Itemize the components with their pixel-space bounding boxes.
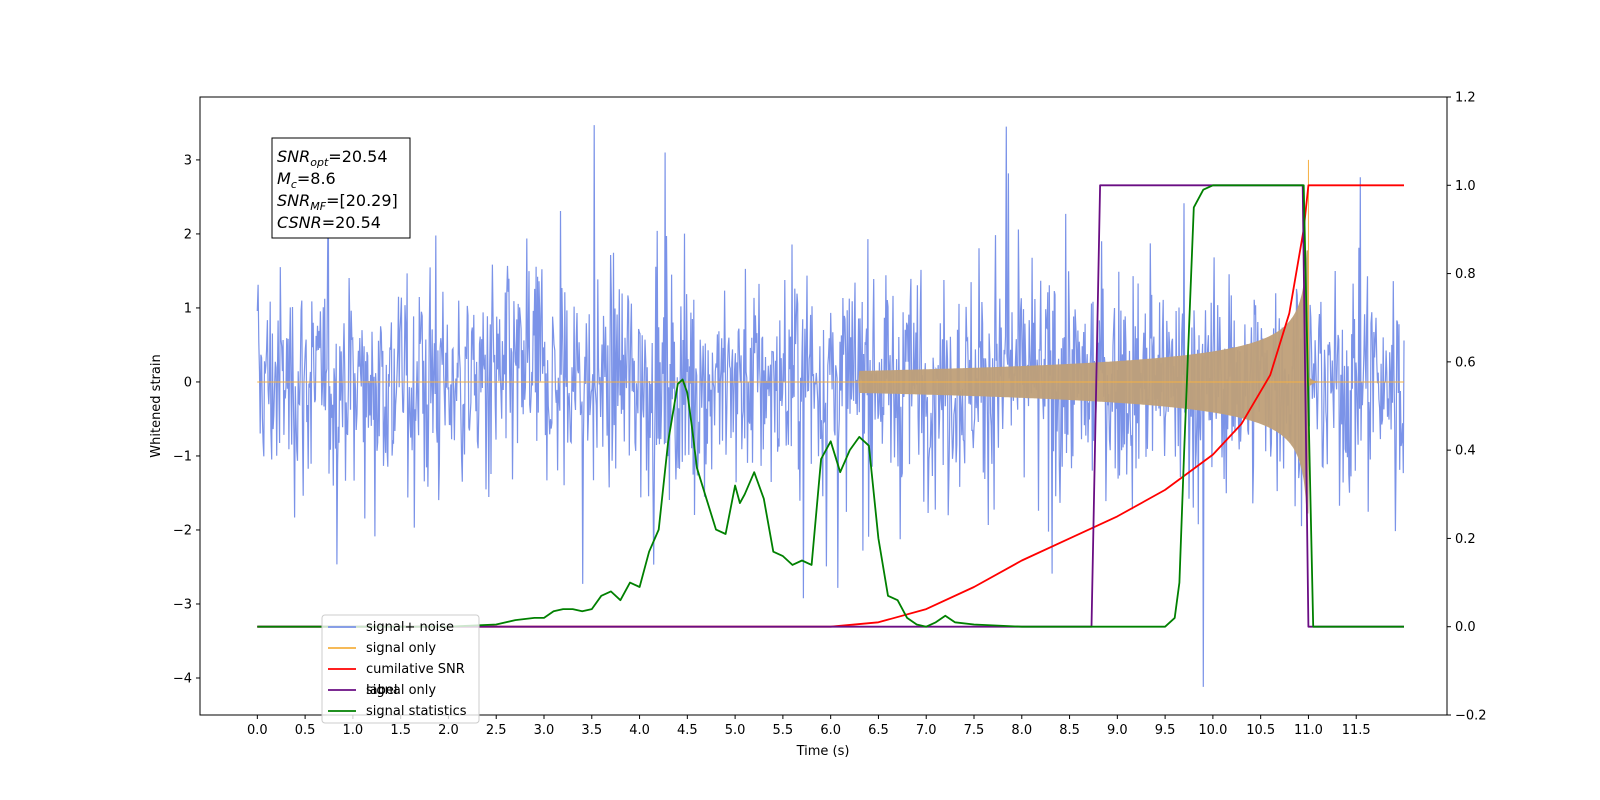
- x-tick-label: 11.0: [1294, 723, 1323, 738]
- y-tick-label: −4: [173, 671, 192, 686]
- y2-tick-label: 1.2: [1455, 91, 1476, 106]
- x-tick-label: 11.5: [1342, 723, 1371, 738]
- y-tick-label: 0: [184, 375, 192, 390]
- y2-tick-label: 0.8: [1455, 267, 1476, 282]
- x-tick-label: 6.0: [820, 723, 841, 738]
- plot-frame: [199, 96, 1448, 716]
- series-signal-statistics-line: [257, 184, 1404, 628]
- x-tick-label: 3.5: [581, 723, 602, 738]
- x-tick-label: 1.0: [343, 723, 364, 738]
- y2-tick-label: −0.2: [1455, 709, 1487, 724]
- annotation-box-frame: [271, 137, 411, 239]
- y-tick-label: −3: [173, 597, 192, 612]
- annotation-line: Mc=8.6: [277, 169, 336, 191]
- legend-label: signal statistics: [366, 704, 467, 719]
- x-tick-label: 10.5: [1246, 723, 1275, 738]
- legend-frame: [321, 614, 480, 724]
- annotation-line: SNRopt=20.54: [277, 147, 388, 169]
- y-tick-label: 1: [184, 301, 192, 316]
- legend-label: signal only: [366, 641, 436, 656]
- annotation-line: CSNR=20.54: [277, 213, 381, 232]
- x-tick-label: 2.0: [438, 723, 459, 738]
- x-tick-label: 9.0: [1107, 723, 1128, 738]
- x-tick-label: 4.5: [677, 723, 698, 738]
- x-tick-label: 6.5: [868, 723, 889, 738]
- x-tick-label: 10.0: [1198, 723, 1227, 738]
- x-tick-label: 8.0: [1011, 723, 1032, 738]
- y2-tick-label: 0.0: [1455, 620, 1476, 635]
- x-tick-label: 8.5: [1059, 723, 1080, 738]
- y-tick-label: 2: [184, 227, 192, 242]
- y2-tick-label: 0.2: [1455, 532, 1476, 547]
- y2-tick-label: 0.6: [1455, 355, 1476, 370]
- x-tick-label: 5.5: [773, 723, 794, 738]
- legend-label: label: [366, 683, 397, 698]
- y-tick-label: 3: [184, 153, 192, 168]
- x-tick-label: 0.5: [295, 723, 316, 738]
- legend-label: signal+ noise: [366, 620, 454, 635]
- y2-tick-label: 1.0: [1455, 179, 1476, 194]
- x-tick-label: 1.5: [390, 723, 411, 738]
- legend-label: cumilative SNR: [366, 662, 465, 677]
- annotation-line: SNRMF=[20.29]: [277, 191, 398, 213]
- x-tick-label: 9.5: [1155, 723, 1176, 738]
- series-cumilative-snr-line: [257, 184, 1404, 628]
- legend-back-label: signal only: [366, 683, 436, 698]
- series-layer: [256, 125, 1405, 687]
- y-axis-left: 3 2 1 0 −1 −2 −3 −4: [173, 153, 200, 686]
- x-axis-label: Time (s): [796, 744, 850, 759]
- y2-tick-label: 0.4: [1455, 444, 1476, 459]
- x-tick-label: 2.5: [486, 723, 507, 738]
- y-tick-label: −1: [173, 449, 192, 464]
- x-tick-label: 7.0: [916, 723, 937, 738]
- legend: signal only signal+ noise signal only cumil…: [321, 614, 480, 724]
- x-tick-label: 3.0: [534, 723, 555, 738]
- x-tick-label: 4.0: [629, 723, 650, 738]
- x-axis: 0.0 0.5 1.0 1.5 2.0 2.5 3.0 3.5 4.0 4.5 5.0 5.5 6.0 6…: [247, 715, 1371, 738]
- snr-annotation-box: SNRopt=20.54Mc=8.6SNRMF=[20.29]CSNR=20.5…: [271, 137, 411, 239]
- y-axis-right: 1.2 1.0 0.8 0.6 0.4 0.2 0.0 −0.2: [1447, 91, 1487, 724]
- x-tick-label: 0.0: [247, 723, 268, 738]
- y-tick-label: −2: [173, 523, 192, 538]
- x-tick-label: 5.0: [725, 723, 746, 738]
- y-axis-label: Whitened strain: [149, 354, 164, 457]
- x-tick-label: 7.5: [964, 723, 985, 738]
